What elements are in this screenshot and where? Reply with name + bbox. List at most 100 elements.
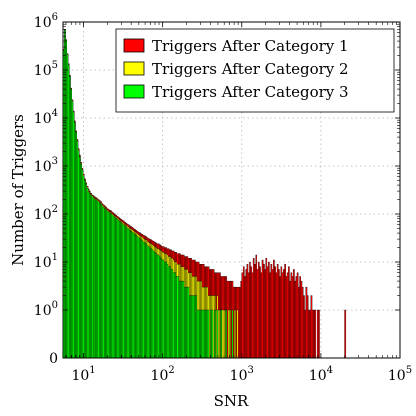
- bar-series2: [234, 309, 236, 359]
- bar-series3: [97, 201, 100, 359]
- legend-label: Triggers After Category 3: [152, 83, 349, 101]
- bar-series3: [152, 250, 155, 359]
- x-tick-label: 105: [388, 365, 412, 384]
- bar-series1: [344, 309, 347, 359]
- bar-series1: [286, 272, 289, 359]
- bar-series1: [283, 269, 285, 359]
- bar-series1: [279, 276, 281, 359]
- bar-series3: [110, 213, 112, 359]
- bar-series3: [180, 280, 183, 359]
- bar-series3: [82, 175, 85, 359]
- bar-series2: [212, 295, 215, 359]
- bar-series3: [199, 309, 201, 359]
- bar-series3: [207, 309, 210, 359]
- bar-series3: [124, 225, 126, 359]
- bar-series3: [125, 226, 127, 359]
- bar-series1: [285, 276, 288, 359]
- bar-series3: [81, 169, 84, 359]
- y-tick-label: 105: [34, 60, 58, 79]
- bar-series1: [311, 309, 314, 359]
- bar-series3: [64, 29, 66, 359]
- bar-series3: [115, 217, 117, 359]
- bar-series1: [291, 276, 294, 359]
- bar-series3: [157, 254, 160, 359]
- bar-series3: [86, 188, 89, 359]
- bar-series3: [144, 242, 146, 359]
- bar-series1: [264, 269, 266, 359]
- axis-ticks: 101 102 103 104 105 0 100 101 102 103 104 105 106: [34, 12, 412, 384]
- bar-series3: [211, 309, 214, 359]
- bar-series3: [192, 295, 195, 359]
- bar-series1: [288, 266, 290, 359]
- bar-series2: [224, 309, 226, 359]
- bar-series3: [216, 309, 219, 359]
- bar-series3: [196, 309, 199, 359]
- bar-series1: [280, 266, 283, 359]
- bar-series3: [204, 309, 206, 359]
- bar-series3: [114, 216, 116, 359]
- bar-series3: [179, 280, 181, 359]
- bar-series3: [231, 309, 234, 359]
- bar-series3: [70, 88, 72, 359]
- y-tick-label: 101: [34, 252, 58, 271]
- bar-series3: [100, 204, 102, 359]
- bar-series1: [265, 258, 268, 359]
- bar-series3: [67, 64, 70, 359]
- bar-series3: [84, 180, 86, 359]
- bar-series3: [130, 230, 132, 359]
- bar-series1: [293, 269, 295, 359]
- bar-series1: [260, 272, 263, 359]
- x-tick-label: 104: [309, 365, 333, 384]
- bar-series3: [162, 259, 165, 359]
- bar-series1: [252, 258, 255, 359]
- bar-series1: [294, 280, 296, 359]
- bar-series1: [263, 264, 265, 359]
- bar-series3: [197, 309, 200, 359]
- bar-series3: [156, 254, 159, 359]
- bar-series1: [232, 286, 235, 359]
- bar-series3: [91, 196, 94, 359]
- bar-series3: [117, 220, 120, 359]
- bar-series3: [95, 199, 97, 359]
- legend-label: Triggers After Category 2: [152, 60, 349, 78]
- bar-series3: [74, 122, 76, 359]
- bar-series3: [126, 227, 129, 359]
- y-tick-label: 100: [34, 300, 58, 319]
- bar-series3: [189, 295, 191, 359]
- bar-series3: [151, 249, 154, 359]
- bar-series2: [229, 309, 231, 359]
- bar-series3: [90, 194, 92, 359]
- bar-series1: [259, 266, 261, 359]
- bar-series3: [99, 202, 101, 359]
- y-tick-label: 0: [49, 351, 58, 367]
- bar-series1: [266, 266, 269, 359]
- bar-series1: [257, 261, 260, 359]
- bar-series1: [290, 272, 293, 359]
- bar-series1: [305, 286, 308, 359]
- bar-series3: [201, 309, 204, 359]
- bar-series1: [301, 286, 304, 359]
- bar-series3: [145, 243, 147, 359]
- bar-series3: [195, 295, 197, 359]
- bar-series3: [111, 214, 114, 359]
- bar-series1: [303, 295, 305, 359]
- bar-series1: [299, 276, 301, 359]
- bar-series1: [244, 276, 246, 359]
- bar-series1: [235, 286, 238, 359]
- bar-series1: [239, 286, 241, 359]
- bar-series3: [191, 295, 194, 359]
- bar-series1: [278, 269, 280, 359]
- bar-series3: [205, 309, 207, 359]
- bar-series3: [154, 252, 156, 359]
- bar-series3: [85, 184, 87, 359]
- bar-series3: [142, 241, 145, 359]
- bar-series3: [102, 207, 105, 359]
- bar-series3: [139, 238, 141, 359]
- bar-series3: [174, 272, 176, 359]
- bar-series1: [304, 309, 306, 359]
- y-axis-label: Number of Triggers: [9, 114, 27, 266]
- bar-series1: [274, 266, 276, 359]
- bar-series3: [134, 233, 136, 359]
- bar-series1: [245, 269, 248, 359]
